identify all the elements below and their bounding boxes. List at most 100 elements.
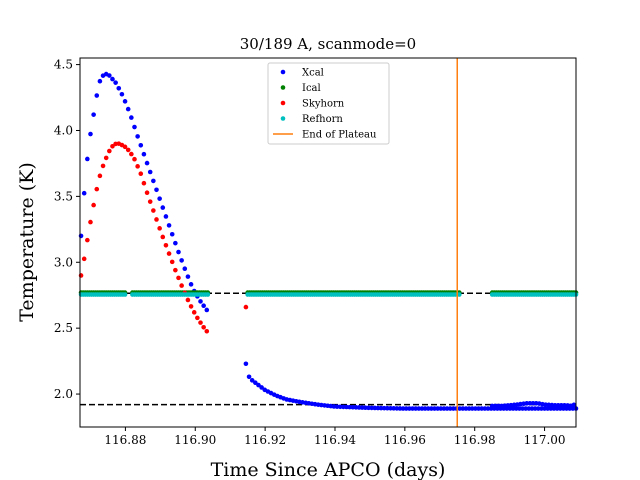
skyhorn-point (191, 310, 197, 315)
skyhorn-point (132, 156, 137, 162)
xcal-point (463, 406, 469, 411)
xcal-point (438, 406, 444, 411)
skyhorn-point (78, 273, 84, 278)
xcal-point (201, 303, 206, 309)
xcal-point (113, 80, 118, 85)
xcal-point (403, 406, 409, 411)
xcal-point (119, 91, 125, 97)
legend-label: Xcal (302, 68, 324, 79)
xcal-point (176, 249, 181, 255)
xcal-point (413, 406, 418, 411)
skyhorn-point (147, 199, 153, 204)
x-tick-label: 117.00 (524, 433, 566, 447)
skyhorn-point (138, 171, 144, 177)
skyhorn-point (85, 237, 90, 243)
legend-marker (280, 116, 286, 121)
skyhorn-point (179, 283, 184, 288)
legend-label: Skyhorn (302, 99, 345, 110)
xcal-point (157, 196, 162, 201)
xcal-point (110, 76, 115, 82)
y-axis-label: Temperature (K) (16, 162, 38, 322)
xcal-point (144, 160, 150, 166)
xcal-point (160, 205, 166, 210)
xcal-point (78, 233, 84, 239)
x-tick-label: 116.94 (314, 433, 356, 447)
xcal-point (457, 406, 462, 411)
xcal-point (169, 231, 175, 237)
xcal-point (107, 73, 112, 78)
skyhorn-point (125, 147, 131, 153)
xcal-point (493, 403, 498, 409)
y-tick-label: 4.0 (54, 123, 73, 137)
legend-marker (280, 100, 286, 106)
xcal-point (125, 106, 131, 112)
xcal-point (97, 78, 103, 84)
legend-item-skyhorn: Skyhorn (280, 99, 345, 110)
skyhorn-point (103, 155, 109, 161)
skyhorn-point (198, 320, 203, 325)
legend: Xcal Ical Skyhorn Refhorn End of Plateau (267, 62, 390, 145)
skyhorn-point (195, 315, 200, 321)
xcal-point (88, 131, 93, 137)
legend-item-ical: Ical (280, 83, 321, 94)
skyhorn-point (201, 324, 206, 330)
xcal-point (552, 402, 558, 408)
skyhorn-point (94, 186, 100, 192)
xcal-point (154, 187, 159, 193)
xcal-point (85, 156, 90, 162)
y-tick-label: 2.5 (54, 321, 73, 335)
xcal-point (185, 274, 191, 279)
xcal-point (473, 406, 478, 411)
skyhorn-point (166, 251, 172, 256)
chart-title: 30/189 A, scanmode=0 (240, 35, 416, 53)
x-axis-label: Time Since APCO (days) (211, 459, 446, 480)
skyhorn-point (160, 234, 166, 240)
xcal-point (429, 406, 434, 411)
skyhorn-point (204, 328, 210, 334)
skyhorn-point (169, 259, 175, 265)
xcal-point (527, 400, 533, 406)
skyhorn-point (173, 267, 178, 273)
legend-marker (280, 69, 286, 75)
xcal-point (135, 134, 140, 139)
skyhorn-point (81, 256, 87, 262)
xcal-point (147, 169, 153, 175)
xcal-point (517, 406, 522, 411)
xcal-point (482, 406, 488, 411)
legend-label: Ical (302, 83, 321, 94)
plot-frame (79, 57, 577, 428)
skyhorn-point (157, 226, 162, 231)
xcal-point (447, 406, 453, 411)
xcal-point (132, 124, 137, 130)
skyhorn-point (188, 304, 194, 309)
y-tick-label: 4.5 (54, 58, 73, 72)
xcal-point (422, 406, 428, 411)
y-tick-label: 3.5 (54, 189, 73, 203)
xcal-point (532, 406, 538, 411)
skyhorn-point (176, 275, 181, 281)
skyhorn-point (163, 242, 169, 248)
legend-label: End of Plateau (302, 130, 377, 141)
xcal-point (141, 151, 147, 157)
xcal-point (151, 178, 156, 184)
skyhorn-point (91, 202, 96, 208)
xcal-point (249, 378, 255, 383)
legend-box (267, 62, 390, 145)
skyhorn-point (135, 164, 140, 169)
xcal-point (91, 112, 96, 117)
plot-area (78, 58, 579, 427)
refhorn-point (457, 292, 462, 297)
xcal-point (198, 299, 203, 304)
skyhorn-point (100, 163, 106, 169)
skyhorn-point (144, 190, 150, 195)
skyhorn-point (107, 148, 112, 154)
legend-label: Refhorn (302, 114, 343, 125)
x-tick-label: 116.90 (174, 433, 216, 447)
y-tick-label: 2.0 (54, 387, 73, 401)
skyhorn-point (243, 304, 249, 310)
xcal-point (179, 258, 184, 263)
skyhorn-point (185, 297, 191, 303)
refhorn-point (205, 292, 211, 297)
series-xcal (78, 71, 579, 411)
